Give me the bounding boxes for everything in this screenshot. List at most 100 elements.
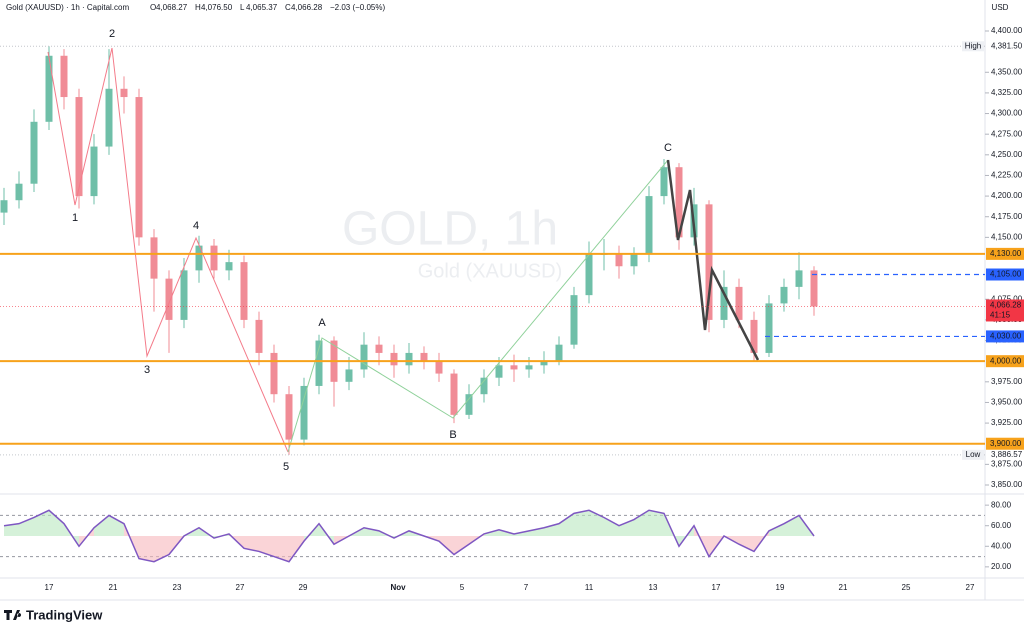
brand: TradingView <box>26 607 103 622</box>
last-price-label: 4,066.28 <box>990 301 1022 310</box>
rsi-fill <box>634 510 649 536</box>
candle-body <box>345 369 353 382</box>
impulse-wave <box>47 47 289 453</box>
candle-body <box>135 97 143 238</box>
wave-label: 1 <box>72 212 78 224</box>
level-label: 4,030.00 <box>990 332 1022 341</box>
candle-body <box>360 344 368 370</box>
candle-body <box>405 352 413 366</box>
ohlc-key: C <box>285 3 291 12</box>
candle-body <box>210 245 218 271</box>
x-tick-label: 29 <box>299 583 308 592</box>
level-tag <box>986 437 1024 450</box>
x-tick-label: 27 <box>236 583 245 592</box>
candle-body <box>75 97 83 197</box>
wave-label: 2 <box>109 28 115 40</box>
level-tag <box>986 355 1024 368</box>
ohlc-value: 4,065.37 <box>246 3 278 12</box>
rsi-fill <box>604 517 619 536</box>
y-tick-label: 4,150.00 <box>991 232 1023 241</box>
candle-body <box>375 344 383 353</box>
logo <box>4 610 22 620</box>
rsi-fill <box>439 536 454 555</box>
watermark-sub: Gold (XAUUSD) <box>418 260 562 282</box>
candle-body <box>150 237 158 279</box>
x-tick-label: 13 <box>649 583 658 592</box>
countdown: 41:15 <box>990 311 1011 320</box>
rsi-fill <box>34 510 49 536</box>
rsi-fill <box>274 536 289 562</box>
corrective-wave <box>287 159 669 453</box>
rsi-fill <box>289 536 304 562</box>
rsi-fill <box>769 523 784 536</box>
rsi-fill <box>49 510 64 536</box>
candle-body <box>105 88 113 147</box>
candle-body <box>615 253 623 267</box>
sub-wave <box>666 159 760 361</box>
candle-body <box>300 385 308 440</box>
x-tick-label: 17 <box>712 583 721 592</box>
candle-body <box>225 262 233 271</box>
x-tick-label: 27 <box>966 583 975 592</box>
level-tag <box>986 247 1024 260</box>
candle-body <box>735 286 743 320</box>
candle-body <box>510 365 518 370</box>
rsi-fill <box>139 536 154 562</box>
y-tick-label: 3,875.00 <box>991 459 1023 468</box>
candle-body <box>120 88 128 98</box>
level-tag <box>986 330 1024 343</box>
y-tick-label: 4,275.00 <box>991 129 1023 138</box>
y-tick-label: 4,250.00 <box>991 150 1023 159</box>
watermark: GOLD, 1h <box>342 203 558 256</box>
candle-body <box>780 286 788 304</box>
x-tick-label: Nov <box>390 583 406 592</box>
y-tick-label: 3,925.00 <box>991 418 1023 427</box>
candle-body <box>60 55 68 98</box>
wave-label: 3 <box>144 364 150 376</box>
rsi-fill <box>619 519 634 536</box>
candle-body <box>45 55 53 122</box>
candle-body <box>465 394 473 415</box>
wave-label: 4 <box>193 220 199 232</box>
low_mark-tag <box>962 449 984 460</box>
candle-body <box>90 146 98 197</box>
candle-body <box>570 295 578 345</box>
wave-lines <box>47 47 760 453</box>
rsi-fill <box>739 536 754 552</box>
y-tick-label: 4,175.00 <box>991 212 1023 221</box>
ohlc-key: L <box>240 3 245 12</box>
level-label: 3,900.00 <box>990 439 1022 448</box>
high_mark-label: 4,381.50 <box>991 41 1023 50</box>
y-tick-label: 4,200.00 <box>991 191 1023 200</box>
symbol-title: Gold (XAUUSD) · 1h · Capital.com <box>6 3 129 12</box>
candle-body <box>660 167 668 197</box>
level-label: 4,130.00 <box>990 249 1022 258</box>
candle-body <box>720 286 728 320</box>
candle-body <box>795 270 803 287</box>
candle-body <box>390 352 398 366</box>
x-tick-label: 5 <box>460 583 465 592</box>
candle-body <box>240 262 248 320</box>
high_mark-tag <box>962 41 984 52</box>
rsi-fill <box>784 515 799 536</box>
ohlc-value: 4,076.50 <box>201 3 233 12</box>
y-tick-label: 4,325.00 <box>991 88 1023 97</box>
last-price-tag <box>986 299 1024 322</box>
low_mark-label: 3,886.57 <box>991 450 1023 459</box>
candle-body <box>585 253 593 296</box>
ohlc-value: 4,068.27 <box>156 3 188 12</box>
candle-body <box>765 303 773 353</box>
candle-body <box>705 204 713 320</box>
candle-body <box>630 253 638 267</box>
candle-body <box>495 365 503 378</box>
low_mark-name: Low <box>966 450 981 459</box>
candle-body <box>285 394 293 440</box>
rsi-fill <box>589 510 604 536</box>
candle-body <box>315 340 323 386</box>
x-tick-label: 25 <box>902 583 911 592</box>
candle-body <box>675 167 683 238</box>
rsi-fill <box>364 527 379 536</box>
x-tick-label: 23 <box>173 583 182 592</box>
candle-body <box>270 352 278 395</box>
candle-body <box>555 344 563 362</box>
